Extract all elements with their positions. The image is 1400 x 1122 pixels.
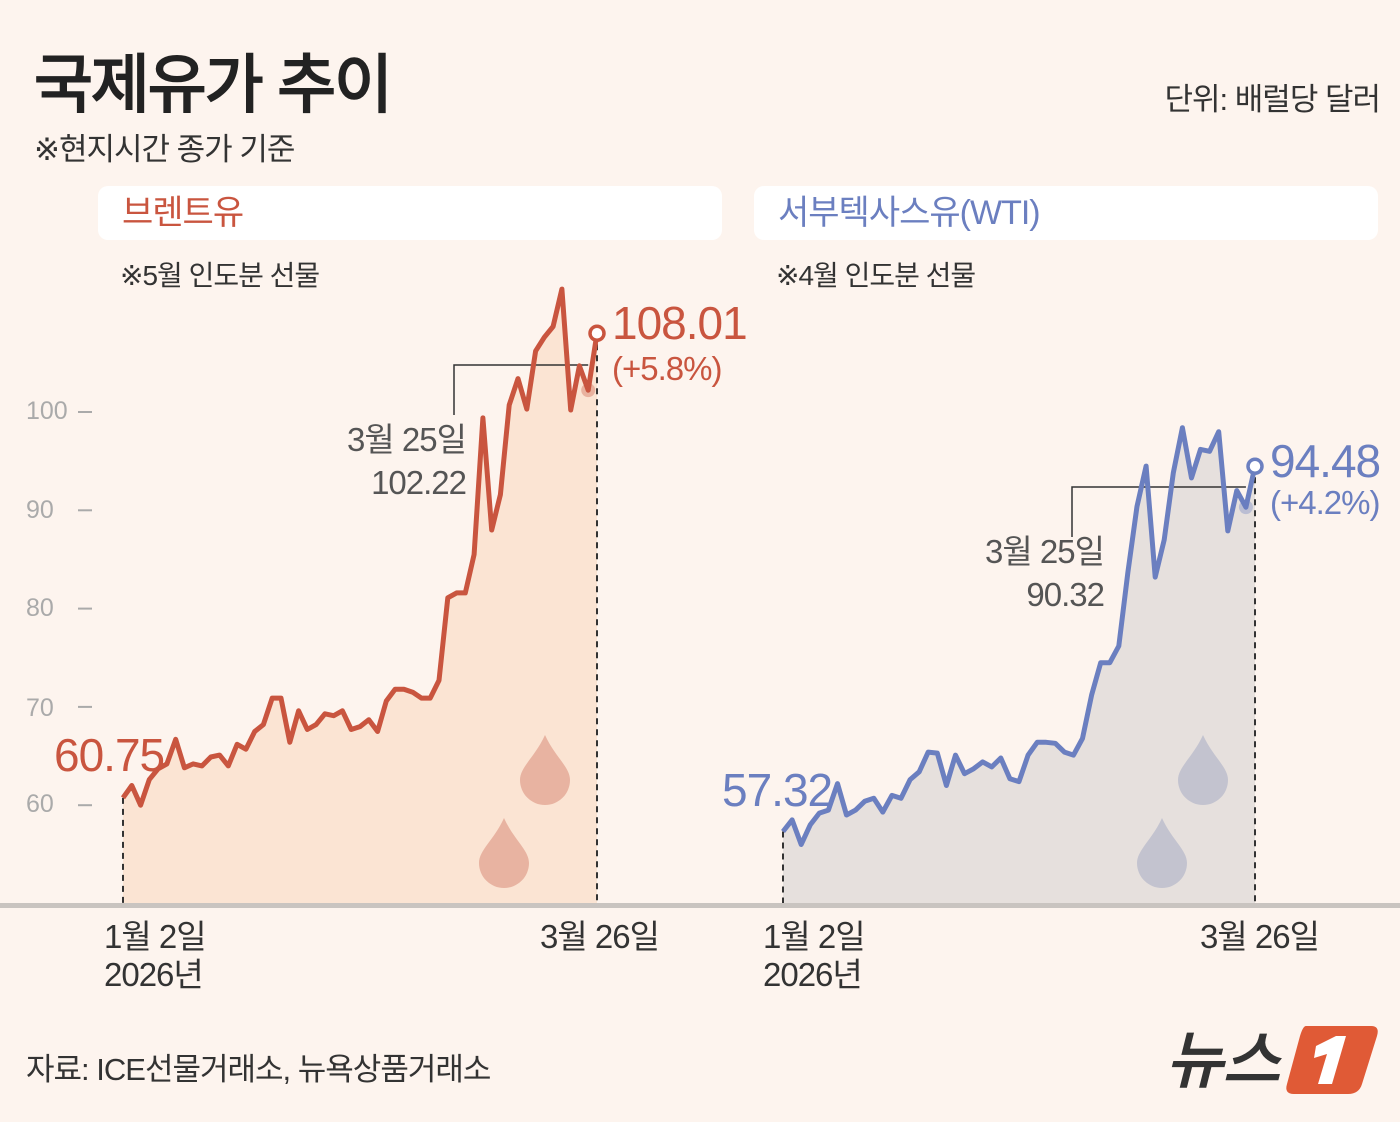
end-marker [588,324,606,343]
annotation-date: 3월 25일 [347,421,467,458]
wti-note: ※4월 인도분 선물 [776,260,976,291]
oil-drop-icon [1178,735,1228,805]
annotation-value: 90.32 [1026,576,1105,613]
area-fill [123,289,597,906]
x-date: 1월 2일 [104,918,207,955]
brent-panel-title: 브렌트유 [98,186,722,240]
brent-annotation: 3월 25일 102.22 [320,418,467,504]
wti-end-value: 94.48 [1270,435,1381,487]
wti-end-change: (+4.2%) [1270,484,1380,521]
brent-chart [120,286,606,906]
y-axis [0,411,1400,908]
area-fill [783,427,1255,905]
unit-label: 단위: 배럴당 달러 [1164,82,1381,117]
y-tick-label: 100 [26,397,68,425]
end-marker [1246,457,1264,476]
page-subtitle: ※현지시간 종가 기준 [34,132,295,167]
brent-end-change: (+5.8%) [612,350,722,387]
annotation-value: 102.22 [371,464,467,501]
x-date: 1월 2일 [763,918,866,955]
brent-note: ※5월 인도분 선물 [120,260,320,291]
annotation-leader-line [1071,486,1246,537]
brent-x-start-label: 1월 2일 2026년 [104,918,207,994]
y-tick-label: 60 [26,790,54,818]
x-year: 2026년 [104,956,204,993]
brent-end-value: 108.01 [612,297,748,349]
y-tick-label: 80 [26,594,54,622]
wti-x-end-label: 3월 26일 [1200,918,1320,955]
news1-logo: 뉴스 [1166,1018,1380,1103]
oil-drop-icon [479,818,529,888]
wti-start-value: 57.32 [722,764,833,816]
wti-chart [781,425,1264,905]
x-axis-baseline [0,903,1400,908]
brent-start-value: 60.75 [54,729,165,781]
oil-drop-icon [1137,818,1187,888]
series-line [120,286,600,808]
wti-x-start-label: 1월 2일 2026년 [763,918,866,994]
y-tick-label: 70 [26,694,54,722]
annotation-marker [581,383,596,398]
y-tick-label: 90 [26,496,54,524]
oil-drop-icon [520,735,570,805]
brent-x-end-label: 3월 26일 [540,918,660,955]
x-year: 2026년 [763,956,863,993]
annotation-marker [1238,500,1253,515]
svg-text:뉴스: 뉴스 [1166,1024,1282,1097]
wti-annotation: 3월 25일 90.32 [958,530,1105,616]
series-line [781,425,1258,847]
source-note: 자료: ICE선물거래소, 뉴욕상품거래소 [26,1052,491,1087]
wti-panel-title: 서부텍사스유(WTI) [754,186,1378,240]
annotation-date: 3월 25일 [985,533,1105,570]
page-title: 국제유가 추이 [34,49,393,121]
annotation-leader-line [453,364,589,415]
